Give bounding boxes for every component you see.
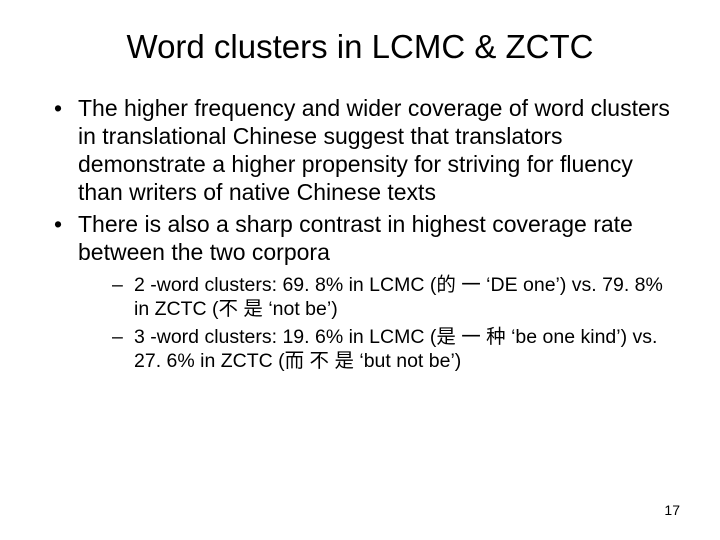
bullet-list-level2: 2 -word clusters: 69. 8% in LCMC (的 一 ‘D…	[78, 274, 672, 373]
slide-title: Word clusters in LCMC & ZCTC	[48, 28, 672, 66]
bullet-text: The higher frequency and wider coverage …	[78, 95, 670, 205]
bullet-list-level1: The higher frequency and wider coverage …	[48, 94, 672, 373]
page-number: 17	[664, 502, 680, 518]
sub-bullet-text: 3 -word clusters: 19. 6% in LCMC (是 一 种 …	[134, 326, 657, 372]
sub-bullet-text: 2 -word clusters: 69. 8% in LCMC (的 一 ‘D…	[134, 274, 663, 320]
sub-bullet-item: 2 -word clusters: 69. 8% in LCMC (的 一 ‘D…	[78, 274, 672, 322]
sub-bullet-item: 3 -word clusters: 19. 6% in LCMC (是 一 种 …	[78, 326, 672, 374]
bullet-item: The higher frequency and wider coverage …	[48, 94, 672, 206]
slide-container: Word clusters in LCMC & ZCTC The higher …	[0, 0, 720, 540]
bullet-item: There is also a sharp contrast in highes…	[48, 210, 672, 373]
bullet-text: There is also a sharp contrast in highes…	[78, 211, 633, 265]
